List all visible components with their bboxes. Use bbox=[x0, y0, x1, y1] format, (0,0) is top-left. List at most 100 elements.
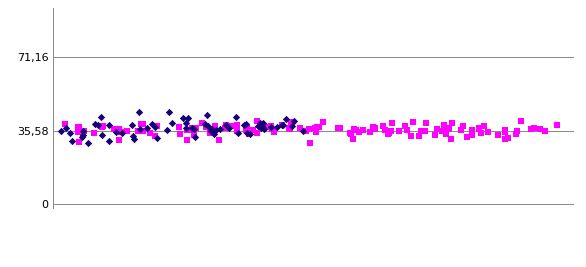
Point bbox=[409, 120, 418, 125]
Point bbox=[257, 126, 266, 130]
Point bbox=[512, 128, 522, 133]
Point bbox=[380, 128, 390, 132]
Point bbox=[135, 127, 145, 131]
Point bbox=[289, 119, 299, 123]
Point bbox=[205, 131, 214, 135]
Point bbox=[368, 125, 377, 129]
Point bbox=[138, 122, 148, 126]
Point bbox=[162, 128, 172, 133]
Point bbox=[333, 126, 343, 130]
Point bbox=[462, 134, 472, 139]
Point bbox=[272, 124, 282, 129]
Point bbox=[74, 140, 84, 144]
Point bbox=[442, 126, 452, 131]
Point bbox=[349, 137, 358, 141]
Point bbox=[312, 130, 321, 134]
Point bbox=[221, 123, 230, 127]
Point bbox=[197, 121, 207, 125]
Point bbox=[243, 131, 252, 135]
Point bbox=[474, 126, 483, 131]
Point bbox=[285, 127, 295, 131]
Point bbox=[312, 125, 322, 129]
Point bbox=[114, 127, 124, 131]
Point bbox=[207, 127, 217, 131]
Point bbox=[441, 132, 451, 136]
Point bbox=[134, 129, 143, 133]
Point bbox=[311, 126, 320, 130]
Point bbox=[258, 120, 268, 125]
Point bbox=[117, 131, 127, 135]
Point bbox=[295, 125, 305, 130]
Point bbox=[214, 138, 224, 142]
Point bbox=[187, 125, 196, 130]
Point bbox=[387, 121, 396, 125]
Point bbox=[301, 128, 311, 133]
Point bbox=[192, 125, 201, 130]
Point bbox=[164, 110, 173, 114]
Point bbox=[110, 127, 119, 131]
Point bbox=[74, 125, 83, 129]
Point bbox=[277, 123, 287, 127]
Point bbox=[168, 121, 177, 125]
Point bbox=[500, 136, 509, 141]
Point bbox=[260, 126, 269, 131]
Point bbox=[104, 123, 114, 127]
Point bbox=[84, 141, 93, 146]
Point bbox=[414, 134, 423, 139]
Point bbox=[209, 132, 219, 136]
Point bbox=[304, 127, 314, 131]
Point bbox=[147, 122, 156, 127]
Point bbox=[61, 126, 70, 130]
Point bbox=[440, 128, 449, 133]
Point bbox=[458, 124, 467, 128]
Point bbox=[152, 136, 161, 140]
Point bbox=[134, 110, 144, 114]
Point bbox=[224, 126, 233, 130]
Point bbox=[333, 126, 343, 131]
Point bbox=[77, 135, 87, 139]
Point bbox=[359, 127, 368, 132]
Point bbox=[145, 131, 154, 135]
Point bbox=[175, 132, 185, 136]
Point bbox=[189, 133, 199, 138]
Point bbox=[420, 129, 430, 133]
Point bbox=[187, 125, 196, 130]
Point bbox=[253, 119, 262, 123]
Point bbox=[222, 123, 231, 127]
Point bbox=[394, 129, 404, 133]
Point bbox=[479, 124, 489, 128]
Point bbox=[456, 128, 466, 133]
Point bbox=[406, 134, 415, 138]
Point bbox=[244, 132, 254, 136]
Point bbox=[446, 137, 455, 141]
Point bbox=[267, 127, 277, 131]
Point bbox=[268, 127, 277, 131]
Point bbox=[298, 129, 308, 134]
Point bbox=[240, 123, 249, 127]
Point bbox=[517, 119, 526, 123]
Point bbox=[468, 128, 477, 132]
Point bbox=[474, 127, 483, 131]
Point bbox=[245, 131, 254, 135]
Point bbox=[306, 141, 315, 146]
Point bbox=[349, 126, 358, 131]
Point bbox=[245, 132, 254, 136]
Point bbox=[277, 123, 287, 128]
Point bbox=[122, 129, 131, 133]
Point bbox=[416, 129, 425, 134]
Point bbox=[183, 138, 192, 142]
Point bbox=[80, 129, 89, 133]
Point bbox=[346, 132, 355, 136]
Point bbox=[286, 120, 295, 124]
Point bbox=[97, 133, 107, 137]
Point bbox=[401, 124, 410, 129]
Point bbox=[233, 123, 242, 127]
Point bbox=[288, 124, 297, 128]
Point bbox=[241, 128, 250, 132]
Point bbox=[500, 130, 509, 134]
Point bbox=[89, 131, 98, 135]
Point bbox=[467, 133, 476, 138]
Point bbox=[403, 128, 412, 132]
Point bbox=[477, 131, 486, 135]
Point bbox=[130, 136, 139, 141]
